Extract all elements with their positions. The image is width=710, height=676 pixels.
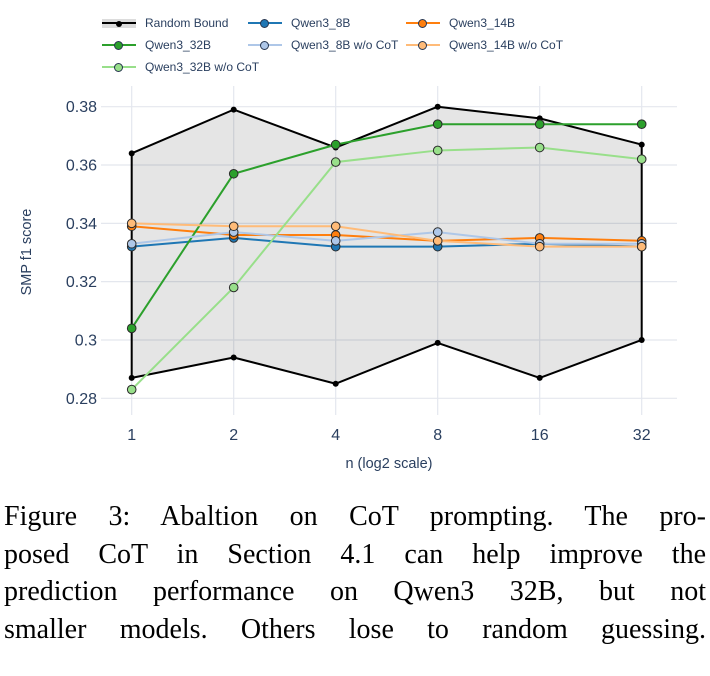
series-marker-qwen3-32b-w-o-cot <box>330 157 341 167</box>
legend-marker-icon <box>248 17 282 30</box>
series-marker-qwen3-32b <box>126 323 137 334</box>
x-tick-label: 8 <box>433 427 442 444</box>
series-marker-qwen3-14b-w-o-cot <box>534 241 545 252</box>
series-marker-qwen3-32b <box>636 119 647 129</box>
series-marker-qwen3-14b-w-o-cot <box>126 218 137 229</box>
caption-line: posed CoT in Section 4.1 can help improv… <box>4 538 706 570</box>
series-line-qwen3-32b-w-o-cot <box>130 146 642 391</box>
legend-item-qwen3-14b: Qwen3_14B <box>406 16 563 30</box>
caption-line: Figure 3: Abaltion on CoT prompting. The… <box>4 501 706 532</box>
legend-marker-icon <box>102 61 136 74</box>
legend-item-qwen3-32b-w-o-cot: Qwen3_32B w/o CoT <box>102 60 259 74</box>
y-tick-labels: 0.28 0.3 0.32 0.34 0.36 0.38 <box>66 99 97 408</box>
series-marker-qwen3-32b <box>432 119 443 129</box>
legend-marker-icon <box>406 39 440 52</box>
series-marker-qwen3-32b <box>330 139 341 150</box>
series-marker-qwen3-32b-w-o-cot <box>432 145 443 156</box>
x-tick-labels: 1 2 4 8 16 32 <box>127 427 650 444</box>
series-marker-qwen3-14b-w-o-cot <box>330 221 341 232</box>
legend-item-random-bound: Random Bound <box>102 16 248 30</box>
series-qwen3-32b <box>126 119 647 334</box>
x-tick-label: 16 <box>531 427 549 444</box>
series-marker-qwen3-8b-w-o-cot <box>432 227 443 237</box>
legend-label: Qwen3_14B w/o CoT <box>449 38 564 52</box>
legend-marker-icon <box>248 39 282 52</box>
legend-item-qwen3-8b: Qwen3_8B <box>248 16 406 30</box>
series-qwen3-32b-w-o-cot <box>126 142 647 395</box>
series-marker-qwen3-32b-w-o-cot <box>126 384 137 395</box>
plot-canvas: 0.28 0.3 0.32 0.34 0.36 0.38 1 2 4 8 16 32 n (log2 s… <box>19 86 677 472</box>
series-line-qwen3-8b-w-o-cot <box>131 231 642 245</box>
legend-label: Qwen3_14B <box>449 16 516 30</box>
series-line-qwen3-32b <box>130 123 642 329</box>
y-tick-label: 0.36 <box>66 158 97 175</box>
legend-item-qwen3-8b-w-o-cot: Qwen3_8B w/o CoT <box>248 38 406 52</box>
figure-chart: 0.28 0.3 0.32 0.34 0.36 0.38 1 2 4 8 16 32 n (log2 s… <box>19 16 677 472</box>
y-tick-label: 0.38 <box>66 99 97 116</box>
legend-label: Random Bound <box>145 16 229 30</box>
caption-line: smaller models. Others lose to random gu… <box>4 613 706 645</box>
x-tick-label: 4 <box>331 427 340 444</box>
y-tick-label: 0.34 <box>66 216 97 233</box>
series-marker-qwen3-32b-w-o-cot <box>636 154 647 164</box>
series-line-qwen3-14b-w-o-cot <box>131 222 642 248</box>
legend-marker-icon <box>102 17 136 30</box>
series-marker-qwen3-32b <box>534 119 545 129</box>
gridlines <box>101 86 677 415</box>
series-marker-qwen3-14b-w-o-cot <box>636 241 647 252</box>
series-marker-qwen3-14b-w-o-cot <box>432 236 443 246</box>
series-marker-qwen3-32b-w-o-cot <box>534 142 545 153</box>
legend-label: Qwen3_8B w/o CoT <box>291 38 399 52</box>
y-tick-label: 0.32 <box>66 274 97 291</box>
legend-marker-icon <box>406 17 440 30</box>
x-tick-label: 2 <box>229 427 238 444</box>
y-axis-title: SMP f1 score <box>19 209 35 296</box>
legend-label: Qwen3_32B w/o CoT <box>145 60 260 74</box>
legend-item-qwen3-32b: Qwen3_32B <box>102 38 248 52</box>
series-marker-qwen3-8b-w-o-cot <box>126 238 137 249</box>
series-marker-qwen3-8b-w-o-cot <box>330 236 341 246</box>
caption-line: prediction performance on Qwen3 32B, but… <box>4 576 706 607</box>
legend-marker-icon <box>102 39 136 52</box>
legend-label: Qwen3_32B <box>145 38 212 52</box>
figure-caption: Figure 3: Abaltion on CoT prompting. The… <box>4 498 706 648</box>
chart-legend: Random Bound Qwen3_8B Qwen3_14B Qwen3_32B Qw… <box>102 16 563 74</box>
legend-label: Qwen3_8B <box>291 16 351 30</box>
series-marker-qwen3-14b-w-o-cot <box>228 221 239 232</box>
series-marker-qwen3-32b <box>228 168 239 179</box>
series-qwen3-14b-w-o-cot <box>126 218 647 252</box>
legend-item-qwen3-14b-w-o-cot: Qwen3_14B w/o CoT <box>406 38 563 52</box>
x-axis-title: n (log2 scale) <box>345 456 432 472</box>
x-tick-label: 1 <box>127 427 136 444</box>
x-tick-label: 32 <box>633 427 651 444</box>
y-tick-label: 0.3 <box>75 332 97 349</box>
series-marker-qwen3-32b-w-o-cot <box>228 282 239 293</box>
y-tick-label: 0.28 <box>66 391 97 408</box>
